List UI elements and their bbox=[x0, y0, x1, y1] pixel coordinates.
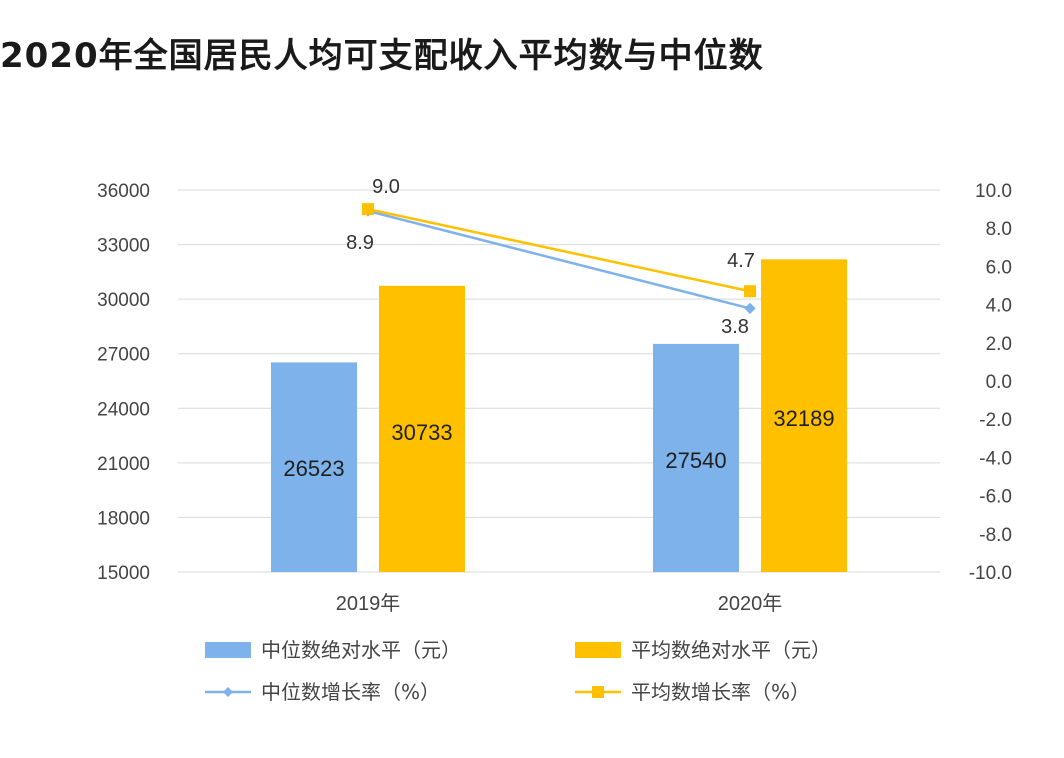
bar bbox=[653, 343, 739, 572]
chart-title: 2020年全国居民人均可支配收入平均数与中位数 bbox=[0, 36, 764, 76]
right-tick-label: -8.0 bbox=[979, 525, 1012, 546]
line-marker bbox=[362, 203, 374, 216]
legend-label: 平均数增长率（%） bbox=[631, 680, 810, 704]
left-tick-label: 30000 bbox=[97, 290, 150, 311]
right-tick-label: 2.0 bbox=[986, 334, 1012, 355]
category-label: 2019年 bbox=[336, 592, 401, 615]
left-tick-label: 24000 bbox=[97, 399, 150, 420]
category-labels: 2019年 2020年 bbox=[336, 592, 783, 615]
left-tick-label: 15000 bbox=[97, 563, 150, 584]
growth-line bbox=[367, 207, 751, 293]
bar-value-label: 30733 bbox=[391, 420, 452, 445]
bar-labels: 26523 27540 30733 32189 bbox=[283, 406, 834, 481]
legend-label: 中位数增长率（%） bbox=[261, 680, 440, 704]
category-label: 2020年 bbox=[718, 592, 783, 615]
legend: 中位数绝对水平（元） 平均数绝对水平（元） 中位数增长率（%） 平均数增长率（%） bbox=[205, 638, 831, 704]
left-tick-label: 36000 bbox=[97, 181, 150, 202]
bar bbox=[379, 285, 465, 572]
right-tick-label: -2.0 bbox=[979, 410, 1012, 431]
right-tick-label: 0.0 bbox=[986, 372, 1012, 393]
legend-marker bbox=[592, 686, 604, 698]
legend-marker bbox=[223, 687, 233, 697]
bar-value-label: 26523 bbox=[283, 456, 344, 481]
bar-value-label: 32189 bbox=[773, 406, 834, 431]
right-tick-label: 8.0 bbox=[986, 219, 1012, 240]
left-tick-label: 21000 bbox=[97, 454, 150, 475]
legend-swatch bbox=[205, 642, 251, 658]
line-marker bbox=[744, 285, 756, 298]
right-tick-label: -10.0 bbox=[969, 563, 1012, 584]
left-tick-label: 27000 bbox=[97, 345, 150, 366]
left-tick-label: 33000 bbox=[97, 236, 150, 257]
legend-label: 中位数绝对水平（元） bbox=[261, 638, 461, 662]
line-value-label: 3.8 bbox=[721, 316, 749, 338]
right-tick-label: 4.0 bbox=[986, 296, 1012, 317]
left-axis-ticks: 15000 18000 21000 24000 27000 30000 33000 36000 bbox=[97, 181, 150, 584]
line-marker bbox=[744, 302, 756, 315]
right-tick-label: -4.0 bbox=[979, 448, 1012, 469]
legend-label: 平均数绝对水平（元） bbox=[631, 638, 831, 662]
growth-line bbox=[367, 209, 751, 310]
bar-value-label: 27540 bbox=[665, 448, 726, 473]
legend-swatch bbox=[575, 642, 621, 658]
right-tick-label: 6.0 bbox=[986, 257, 1012, 278]
right-tick-label: -6.0 bbox=[979, 487, 1012, 508]
bar bbox=[271, 362, 357, 572]
bars bbox=[271, 259, 847, 572]
left-tick-label: 18000 bbox=[97, 508, 150, 529]
growth-lines bbox=[362, 203, 756, 315]
right-axis-ticks: -10.0 -8.0 -6.0 -4.0 -2.0 0.0 2.0 4.0 6.0 8.0 10.0 bbox=[969, 181, 1012, 584]
bar bbox=[761, 259, 847, 572]
line-value-label: 9.0 bbox=[372, 176, 400, 198]
right-tick-label: 10.0 bbox=[975, 181, 1012, 202]
line-value-label: 4.7 bbox=[727, 250, 755, 272]
point-labels: 9.0 8.9 4.7 3.8 bbox=[346, 176, 755, 338]
line-value-label: 8.9 bbox=[346, 232, 374, 254]
